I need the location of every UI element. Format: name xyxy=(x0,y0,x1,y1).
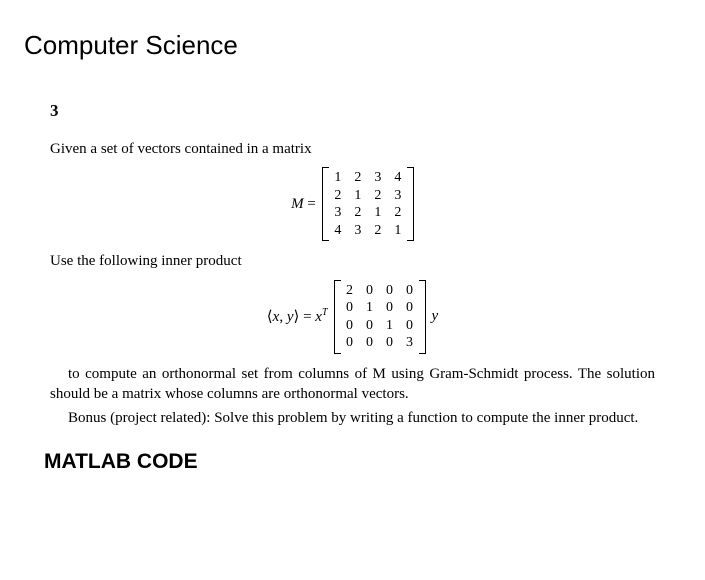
matrix-cell: 0 xyxy=(385,299,395,317)
matrix-M-lhs: M = xyxy=(291,196,316,213)
matrix-cell: 0 xyxy=(365,334,375,352)
matrix-M-equation: M = 1234212332124321 xyxy=(50,167,655,241)
matrix-cell: 2 xyxy=(373,187,383,205)
inner-product-intro: Use the following inner product xyxy=(50,251,655,271)
matrix-cell: 0 xyxy=(365,317,375,335)
matrix-cell: 0 xyxy=(345,299,355,317)
matrix-cell: 1 xyxy=(365,299,375,317)
matrix-cell: 3 xyxy=(405,334,415,352)
matrix-M: 1234212332124321 xyxy=(322,167,414,241)
matrix-cell: 1 xyxy=(373,204,383,222)
inner-product-matrix-body: 2000010000100003 xyxy=(341,280,419,354)
matrix-cell: 1 xyxy=(353,187,363,205)
matrix-cell: 0 xyxy=(345,334,355,352)
matrix-cell: 4 xyxy=(333,222,343,240)
matrix-cell: 3 xyxy=(353,222,363,240)
matrix-cell: 2 xyxy=(333,187,343,205)
matrix-cell: 2 xyxy=(345,282,355,300)
inner-product-rhs: y xyxy=(432,308,439,325)
matrix-cell: 0 xyxy=(405,317,415,335)
intro-text: Given a set of vectors contained in a ma… xyxy=(50,139,655,159)
matrix-cell: 0 xyxy=(385,334,395,352)
matrix-cell: 0 xyxy=(385,282,395,300)
matrix-cell: 3 xyxy=(373,169,383,187)
matrix-cell: 2 xyxy=(373,222,383,240)
bracket-left xyxy=(334,280,341,354)
matrix-cell: 1 xyxy=(385,317,395,335)
matrix-cell: 2 xyxy=(353,169,363,187)
matrix-cell: 0 xyxy=(345,317,355,335)
matrix-cell: 4 xyxy=(393,169,403,187)
matrix-cell: 2 xyxy=(353,204,363,222)
matrix-cell: 1 xyxy=(333,169,343,187)
page-title: Computer Science xyxy=(24,30,705,61)
matrix-cell: 0 xyxy=(365,282,375,300)
section-number: 3 xyxy=(50,101,655,121)
bracket-right xyxy=(419,280,426,354)
problem-content: 3 Given a set of vectors contained in a … xyxy=(0,101,705,428)
matrix-cell: 0 xyxy=(405,299,415,317)
matrix-cell: 3 xyxy=(393,187,403,205)
matrix-M-body: 1234212332124321 xyxy=(329,167,407,241)
matrix-cell: 3 xyxy=(333,204,343,222)
inner-product-lhs: ⟨x, y⟩ = xT xyxy=(267,307,328,326)
bracket-left xyxy=(322,167,329,241)
paragraph-1: to compute an orthonormal set from colum… xyxy=(50,364,655,405)
matrix-cell: 1 xyxy=(393,222,403,240)
bracket-right xyxy=(407,167,414,241)
inner-product-matrix: 2000010000100003 xyxy=(334,280,426,354)
matrix-cell: 0 xyxy=(405,282,415,300)
inner-product-equation: ⟨x, y⟩ = xT 2000010000100003 y xyxy=(50,280,655,354)
footer-heading: MATLAB CODE xyxy=(44,450,705,474)
paragraph-2: Bonus (project related): Solve this prob… xyxy=(50,408,655,428)
matrix-cell: 2 xyxy=(393,204,403,222)
